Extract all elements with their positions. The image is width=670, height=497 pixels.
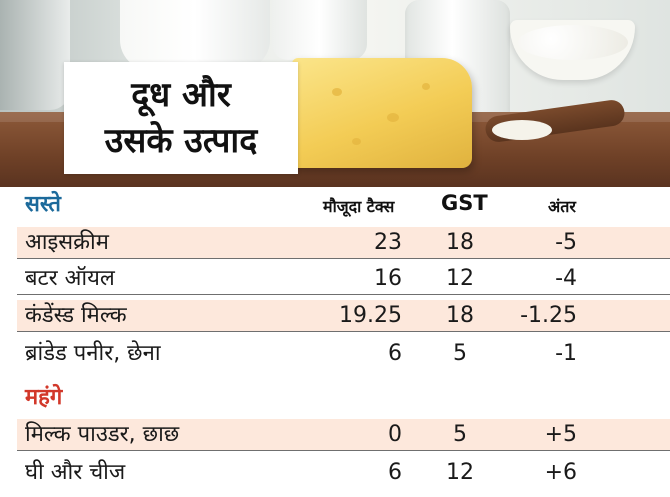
row-gst: 18 [446,303,474,328]
row-difference: +6 [544,460,577,485]
cheese-hole [387,113,399,122]
title-box: दूध और उसके उत्पाद [64,62,298,174]
row-name: घी और चीज [25,460,126,485]
row-gst: 12 [446,460,474,485]
row-name: बटर ऑयल [25,266,115,291]
row-difference: -5 [555,230,577,255]
table-row: आइसक्रीम 23 18 -5 [17,227,670,259]
row-gst: 18 [446,230,474,255]
row-name: आइसक्रीम [25,230,109,255]
cheese-block-shape [292,58,472,168]
column-header-difference: अंतर [548,197,576,216]
row-gst: 12 [446,266,474,291]
row-name: मिल्क पाउडर, छाछ [25,422,180,447]
row-current-tax: 6 [388,460,402,485]
table-row: बटर ऑयल 16 12 -4 [17,263,670,295]
cottage-cheese-shape [518,25,628,60]
title-line-1: दूध और [131,75,231,115]
cheese-hole [332,88,342,96]
row-current-tax: 23 [374,230,402,255]
section-label-sasta: सस्ते [25,192,61,217]
section-label-mehnga: महंगे [25,385,63,410]
row-name: कंडेंस्ड मिल्क [25,303,127,328]
row-difference: -1 [555,341,577,366]
row-difference: +5 [544,422,577,447]
row-current-tax: 19.25 [339,303,402,328]
cheese-hole [422,83,430,90]
row-current-tax: 6 [388,341,402,366]
dairy-products-photo: दूध और उसके उत्पाद [0,0,670,187]
column-header-gst: GST [441,191,488,215]
row-gst: 5 [453,341,467,366]
row-difference: -1.25 [520,303,577,328]
table-row: ब्रांडेड पनीर, छेना 6 5 -1 [17,338,670,369]
table-row: घी और चीज 6 12 +6 [17,457,670,488]
cheese-hole [352,138,361,145]
milk-jug-shape [0,0,70,110]
milk-glass-shape [272,0,367,60]
milk-jar-shape [120,0,270,70]
table-row: मिल्क पाउडर, छाछ 0 5 +5 [17,419,670,451]
table-row: कंडेंस्ड मिल्क 19.25 18 -1.25 [17,300,670,332]
row-current-tax: 16 [374,266,402,291]
row-name: ब्रांडेड पनीर, छेना [25,341,161,366]
spoon-cream-shape [492,120,552,140]
title-line-2: उसके उत्पाद [104,121,258,161]
column-header-current-tax: मौजूदा टैक्स [323,197,395,216]
row-gst: 5 [453,422,467,447]
row-difference: -4 [555,266,577,291]
row-current-tax: 0 [388,422,402,447]
